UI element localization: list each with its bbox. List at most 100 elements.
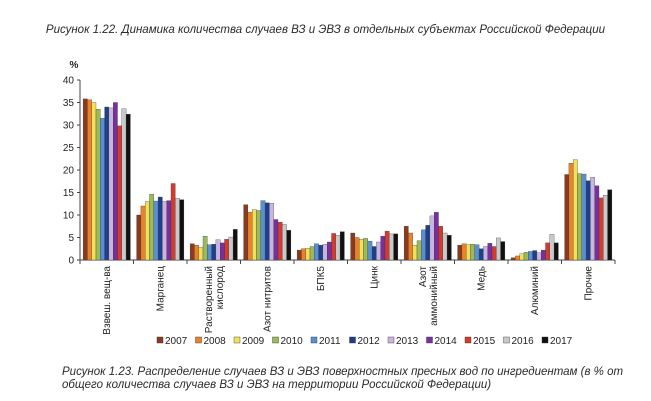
- bar: [309, 246, 315, 261]
- bar: [380, 235, 386, 261]
- bar: [478, 248, 484, 261]
- bar: [466, 244, 471, 261]
- bar: [564, 174, 570, 261]
- bar: [573, 159, 578, 261]
- bar: [91, 102, 97, 261]
- bar: [389, 233, 394, 261]
- y-axis-label: %: [70, 60, 79, 71]
- bar: [536, 252, 542, 261]
- bar: [363, 238, 368, 261]
- bar: [438, 226, 443, 261]
- bar: [541, 249, 546, 261]
- category-label: Взвеш. вещ-ва: [102, 266, 113, 335]
- legend-swatch: [156, 336, 164, 344]
- bar: [95, 109, 101, 261]
- bar: [179, 199, 185, 261]
- bar: [277, 222, 283, 261]
- bar: [228, 236, 234, 261]
- legend-label: 2009: [242, 336, 265, 347]
- bar: [416, 240, 422, 261]
- bar: [515, 255, 520, 261]
- legend: 2007 2008 2009 2010 2011 2012 2013 2014 2015 2016…: [156, 336, 573, 347]
- bar: [252, 209, 257, 261]
- bar-chart: % 0 5 10 15 20 25 30 35 40 Взвеш. вещ-ва Марганец…: [63, 60, 616, 347]
- bar: [603, 195, 608, 261]
- bar: [523, 252, 529, 261]
- bar: [247, 212, 253, 261]
- bar: [104, 106, 110, 261]
- bar: [243, 204, 249, 261]
- bar: [331, 233, 336, 261]
- bar: [335, 235, 341, 261]
- legend-swatch: [464, 336, 472, 344]
- bar: [519, 253, 525, 261]
- category-label: Растворенныйкислород: [204, 266, 226, 333]
- bar: [393, 233, 399, 261]
- legend-label: 2012: [358, 336, 381, 347]
- bar: [117, 125, 122, 261]
- legend-swatch: [387, 336, 395, 344]
- bar: [82, 98, 88, 261]
- bar: [568, 163, 574, 261]
- bar: [170, 183, 176, 261]
- y-tick-label: 5: [68, 233, 74, 244]
- bar: [474, 244, 480, 261]
- legend-label: 2013: [396, 336, 419, 347]
- legend-label: 2017: [550, 336, 573, 347]
- bar: [376, 241, 381, 261]
- bar: [269, 203, 274, 261]
- legend-swatch: [426, 336, 433, 344]
- bar: [359, 239, 364, 261]
- y-tick-label: 10: [63, 211, 75, 222]
- bar: [125, 114, 131, 261]
- bar: [286, 230, 292, 261]
- bar: [166, 200, 172, 261]
- bar: [350, 232, 356, 261]
- bar: [282, 224, 287, 261]
- y-tick-label: 0: [68, 256, 74, 267]
- legend-swatch: [310, 336, 318, 344]
- bar: [157, 196, 163, 261]
- bar: [322, 244, 328, 261]
- bar: [339, 231, 345, 261]
- bar: [121, 108, 127, 261]
- y-tick-label: 25: [63, 143, 75, 154]
- bar: [598, 197, 604, 261]
- bar: [429, 215, 435, 261]
- category-label: Медь: [476, 266, 487, 291]
- bar: [100, 118, 105, 261]
- legend-swatch: [541, 336, 549, 344]
- category-label: Цинк: [369, 265, 380, 289]
- category-labels: Взвеш. вещ-ва Марганец Растворенныйкислоро…: [102, 265, 595, 334]
- category-label: БПК5: [316, 266, 327, 292]
- bar: [483, 246, 488, 261]
- bar: [153, 200, 159, 261]
- y-tick-label: 20: [63, 166, 75, 177]
- bar: [528, 251, 533, 261]
- bar: [296, 249, 302, 261]
- bar: [273, 219, 279, 261]
- bar: [532, 250, 538, 261]
- bar: [211, 244, 217, 261]
- figure-caption-bottom: Рисунок 1.23. Распределение случаев ВЗ и…: [62, 366, 624, 391]
- bar: [175, 198, 180, 261]
- bar: [581, 173, 587, 261]
- bar: [202, 235, 208, 261]
- bar: [553, 242, 559, 261]
- bar: [487, 243, 493, 261]
- legend-swatch: [195, 336, 202, 344]
- category-label: Азот нитритов: [262, 266, 273, 332]
- category-label: Алюминий: [530, 266, 541, 315]
- legend-swatch: [233, 336, 241, 344]
- y-tick-label: 15: [63, 188, 75, 199]
- y-tick-label: 35: [63, 98, 75, 109]
- category-label: Марганец: [155, 266, 166, 312]
- bar: [408, 232, 413, 261]
- legend-label: 2008: [204, 336, 227, 347]
- bar: [256, 210, 261, 261]
- legend-label: 2011: [319, 336, 341, 347]
- bar: [224, 239, 229, 261]
- bar: [434, 212, 439, 261]
- y-tick-labels: 0 5 10 15 20 25 30 35 40: [63, 76, 80, 267]
- bar: [421, 229, 426, 261]
